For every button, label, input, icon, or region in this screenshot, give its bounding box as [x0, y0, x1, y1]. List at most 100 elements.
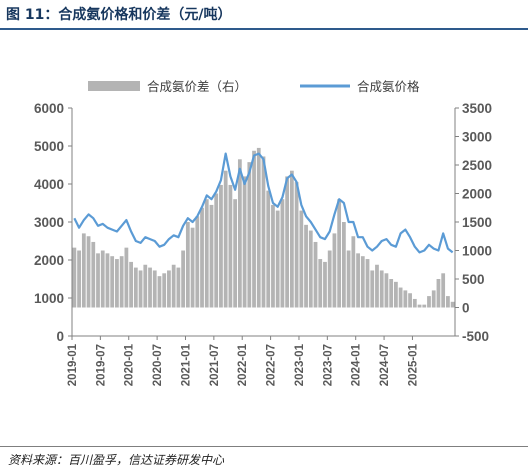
spread-bar — [72, 247, 77, 308]
spread-bar — [214, 193, 219, 308]
spread-bar — [356, 253, 360, 308]
legend-label-price: 合成氨价格 — [357, 79, 420, 94]
spread-bar — [152, 270, 157, 308]
legend: 合成氨价差（右） 合成氨价格 — [88, 79, 420, 94]
spread-bar — [242, 176, 247, 308]
right-tick-label: 1000 — [462, 244, 492, 259]
right-tick-label: 3000 — [462, 130, 492, 145]
spread-bar — [299, 210, 304, 308]
x-tick-label: 2024-07 — [379, 344, 391, 386]
source-note: 资料来源：百川盈孚，信达证券研发中心 — [8, 453, 225, 467]
spread-bar — [360, 256, 365, 308]
spread-bar — [394, 281, 398, 308]
spread-bar — [204, 199, 209, 308]
x-tick-label: 2020-01 — [124, 343, 136, 386]
spread-bar — [167, 270, 171, 308]
spread-bar — [171, 264, 176, 308]
source-divider — [0, 446, 528, 447]
spread-bar — [86, 236, 91, 308]
legend-swatch-spread — [88, 81, 140, 91]
title-divider — [0, 28, 528, 30]
right-tick-label: 0 — [462, 301, 470, 316]
spread-bar — [129, 261, 133, 308]
spread-bar — [431, 290, 436, 308]
spread-bar — [389, 279, 394, 308]
spread-bar — [436, 279, 441, 308]
spread-bar — [138, 270, 143, 308]
left-tick-label: 2000 — [34, 253, 64, 268]
price-line — [73, 152, 454, 254]
spread-bar — [384, 273, 389, 308]
x-tick-label: 2024-01 — [351, 343, 363, 386]
spread-bar — [266, 190, 271, 308]
spread-bar — [346, 250, 351, 308]
spread-bar — [100, 250, 105, 308]
chart: 合成氨价差（右） 合成氨价格 0100020003000400050006000… — [34, 79, 492, 386]
spread-bar — [256, 147, 261, 308]
spread-bar — [365, 259, 370, 308]
right-tick-label: 2000 — [462, 187, 492, 202]
spread-bar — [81, 233, 86, 308]
spread-bar — [195, 216, 200, 308]
spread-bar — [313, 241, 318, 308]
x-tick-label: 2021-07 — [209, 344, 221, 386]
spread-bar — [327, 250, 332, 308]
x-tick-label: 2025-01 — [407, 343, 419, 386]
spread-bar — [323, 261, 327, 308]
spread-bar — [271, 204, 275, 308]
spread-bar — [379, 270, 384, 308]
spread-bar — [261, 156, 266, 308]
spread-bar — [275, 210, 280, 308]
spread-bar — [304, 224, 308, 308]
spread-bar — [96, 253, 100, 308]
legend-label-spread: 合成氨价差（右） — [147, 79, 247, 94]
spread-bar — [441, 273, 446, 308]
spread-bar — [412, 298, 417, 308]
right-tick-label: 500 — [462, 272, 485, 287]
spread-bar — [162, 273, 167, 308]
spread-bar — [200, 207, 204, 308]
spread-bar — [148, 267, 152, 308]
figure-title: 图 11：合成氨价格和价差（元/吨） — [6, 7, 232, 23]
spread-bar — [422, 304, 427, 308]
spread-bar — [318, 259, 323, 308]
right-tick-label: 2500 — [462, 158, 492, 173]
x-tick-label: 2022-07 — [266, 344, 278, 386]
spread-bar — [133, 267, 138, 308]
spread-bar — [181, 250, 186, 308]
x-tick-label: 2019-07 — [95, 344, 107, 386]
spread-bar — [252, 150, 256, 308]
spread-bar — [341, 222, 346, 308]
right-axis-ticks: -500 0 500 1000 1500 2000 2500 3000 3500 — [455, 101, 492, 344]
spread-bar — [398, 287, 403, 308]
left-tick-label: 0 — [56, 329, 64, 344]
x-tick-label: 2021-01 — [180, 343, 192, 386]
spread-bar — [237, 159, 242, 308]
spread-bar — [190, 227, 195, 308]
spread-bar — [403, 290, 408, 308]
spread-bar — [285, 176, 290, 308]
spread-bar — [119, 256, 124, 308]
spread-bar — [370, 270, 375, 308]
spread-bar — [110, 256, 115, 308]
x-tick-label: 2023-01 — [294, 343, 306, 386]
spread-bar — [77, 250, 81, 308]
x-tick-label: 2019-01 — [67, 343, 79, 386]
x-tick-label: 2020-07 — [152, 344, 164, 386]
left-tick-label: 4000 — [34, 177, 64, 192]
spread-bar — [446, 296, 450, 308]
left-tick-label: 6000 — [34, 101, 64, 116]
spread-bar — [294, 182, 299, 308]
spread-bar — [408, 293, 412, 308]
spread-bar — [209, 204, 214, 308]
left-axis-ticks: 0 1000 2000 3000 4000 5000 6000 — [34, 101, 72, 344]
spread-bar — [427, 296, 431, 308]
spread-bar — [228, 184, 233, 308]
spread-bar — [375, 264, 379, 308]
spread-bar — [115, 259, 119, 308]
spread-bar — [176, 267, 181, 308]
spread-bar — [223, 170, 228, 308]
spread-bar — [185, 222, 190, 308]
x-axis-ticks: 2019-01 2019-07 2020-01 2020-07 2021-01 2021-… — [67, 336, 419, 386]
spread-bar — [337, 199, 342, 308]
